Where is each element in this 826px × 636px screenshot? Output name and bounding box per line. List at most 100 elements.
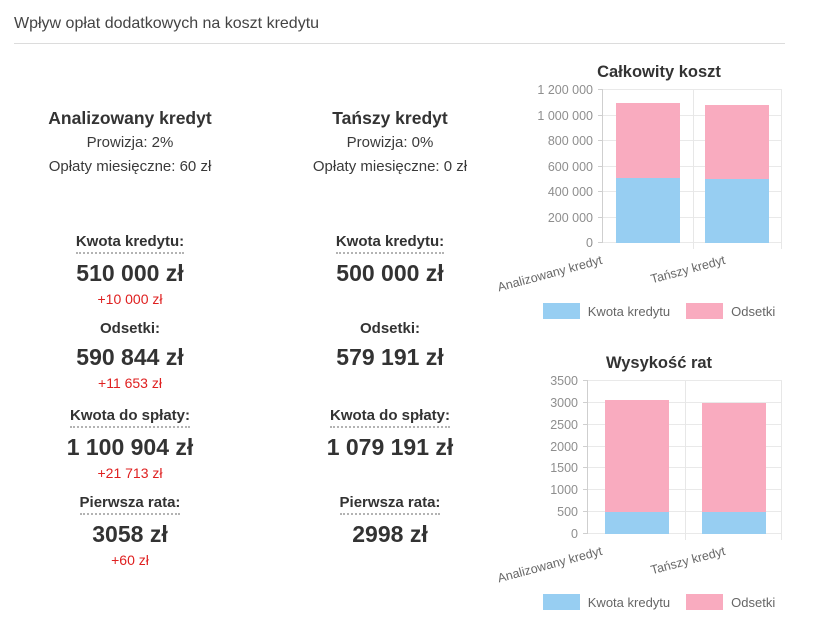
y-tick-label: 400 000 <box>547 185 593 199</box>
y-tick-mark <box>598 89 603 90</box>
y-tick-label: 500 <box>557 505 578 520</box>
y-tick-mark <box>583 401 588 403</box>
stat-value: 2998 zł <box>352 521 428 547</box>
y-tick-label: 3500 <box>550 374 578 388</box>
plot-area <box>583 380 782 540</box>
legend-item-kwota-kredytu: Kwota kredytu <box>542 594 671 610</box>
stat-value: 1 100 904 zł <box>66 434 194 460</box>
stacked-bar-analizowany-kredyt <box>604 381 669 534</box>
stat-pierwsza-rata: Pierwsza rata: 3058 zł +60 zł <box>0 494 260 581</box>
y-tick-label: 0 <box>571 527 578 541</box>
h-gridline <box>603 89 782 90</box>
y-tick-mark <box>598 140 603 141</box>
legend-swatch-odsetki <box>686 594 724 610</box>
stat-diff <box>260 375 520 391</box>
v-gridline <box>685 381 686 540</box>
loan-commission: Prowizja: 2% <box>86 134 174 151</box>
stat-label[interactable]: Pierwsza rata: <box>339 494 441 515</box>
legend-item-kwota-kredytu: Kwota kredytu <box>542 303 671 319</box>
y-tick-label: 1500 <box>550 461 578 476</box>
legend-label: Kwota kredytu <box>587 594 671 610</box>
y-tick-mark <box>583 533 588 534</box>
bar-segment-kwota-kredytu <box>701 512 766 534</box>
y-axis-labels: 0 500 1000 1500 2000 2500 3000 3500 <box>536 374 587 541</box>
y-tick-mark <box>583 445 588 447</box>
y-tick-mark <box>598 191 603 192</box>
y-tick-mark <box>598 114 603 116</box>
stat-label: Odsetki: <box>359 320 420 337</box>
bar-segment-kwota-kredytu <box>604 511 669 534</box>
y-tick-mark <box>583 423 588 425</box>
chart-title: Całkowity koszt <box>597 63 721 81</box>
y-tick-label: 2500 <box>550 417 578 432</box>
y-tick-mark <box>583 380 588 381</box>
stat-label[interactable]: Kwota do spłaty: <box>329 407 450 428</box>
y-tick-mark <box>583 467 588 469</box>
loan-stats: Kwota kredytu: 510 000 zł +10 000 zł Ods… <box>0 233 260 581</box>
y-tick-label: 1 200 000 <box>537 83 593 97</box>
header: Wpływ opłat dodatkowych na koszt kredytu <box>14 0 785 44</box>
stat-label[interactable]: Kwota kredytu: <box>335 233 445 254</box>
legend-label: Kwota kredytu <box>587 303 671 319</box>
stat-label[interactable]: Pierwsza rata: <box>79 494 181 515</box>
page-title: Wpływ opłat dodatkowych na koszt kredytu <box>14 15 320 32</box>
stat-diff: +11 653 zł <box>98 375 162 391</box>
y-tick-label: 2000 <box>550 439 578 454</box>
v-gridline <box>692 90 694 249</box>
legend-item-odsetki: Odsetki <box>686 303 775 319</box>
loan-stats: Kwota kredytu: 500 000 zł Odsetki: 579 1… <box>260 233 520 581</box>
y-tick-label: 800 000 <box>547 134 593 148</box>
loan-commission: Prowizja: 0% <box>346 134 434 151</box>
stat-value: 500 000 zł <box>336 260 444 286</box>
stat-label[interactable]: Kwota do spłaty: <box>69 407 190 428</box>
installments-chart: Wysykość rat 0 500 1000 1500 2000 2500 3000 350… <box>495 353 782 610</box>
loan-monthly-fees: Opłaty miesięczne: 60 zł <box>48 158 212 175</box>
legend-label: Odsetki <box>731 594 776 610</box>
comparison-columns: Analizowany kredyt Prowizja: 2% Opłaty m… <box>0 44 520 581</box>
legend-swatch-kwota-kredytu <box>542 303 580 319</box>
stacked-bar-analizowany-kredyt <box>615 90 680 243</box>
stat-label: Odsetki: <box>99 320 160 337</box>
stat-diff: +60 zł <box>111 552 149 568</box>
loan-monthly-fees: Opłaty miesięczne: 0 zł <box>312 158 468 175</box>
y-tick-mark <box>598 165 603 167</box>
stat-value: 1 079 191 zł <box>326 434 454 460</box>
y-tick-label: 1 000 000 <box>537 108 593 123</box>
h-gridline <box>588 380 782 381</box>
stat-value: 579 191 zł <box>336 344 444 370</box>
legend-swatch-kwota-kredytu <box>542 594 580 610</box>
stat-diff <box>260 465 520 481</box>
analyzed-loan-column: Analizowany kredyt Prowizja: 2% Opłaty m… <box>0 105 260 581</box>
plot-area <box>598 89 782 249</box>
y-tick-mark <box>598 216 603 218</box>
bar-segment-odsetki <box>604 400 669 512</box>
stat-diff: +21 713 zł <box>97 465 163 481</box>
y-tick-mark <box>583 511 588 513</box>
stacked-bar-tańszy-kredyt <box>701 381 766 534</box>
cheaper-loan-column: Tańszy kredyt Prowizja: 0% Opłaty miesię… <box>260 105 520 581</box>
chart-title: Wysykość rat <box>605 354 713 372</box>
y-tick-mark <box>598 242 603 243</box>
v-gridline <box>781 381 782 540</box>
y-tick-label: 3000 <box>550 395 578 410</box>
charts-panel: Całkowity koszt 0 200 000 400 000 600 000 80… <box>495 44 826 636</box>
stat-diff: +10 000 zł <box>97 291 163 307</box>
legend-swatch-odsetki <box>686 303 724 319</box>
chart-body: 0 200 000 400 000 600 000 800 000 1 000 000 1 … <box>536 83 782 250</box>
y-tick-label: 1000 <box>550 483 578 498</box>
chart-body: 0 500 1000 1500 2000 2500 3000 3500 <box>536 374 782 541</box>
y-axis-labels: 0 200 000 400 000 600 000 800 000 1 000 000 1 … <box>536 83 602 250</box>
loan-name: Analizowany kredyt <box>48 108 212 128</box>
stat-value: 3058 zł <box>92 521 168 547</box>
x-axis-labels: Analizowany kredyt Tańszy kredyt <box>495 243 782 294</box>
stat-label[interactable]: Kwota kredytu: <box>75 233 185 254</box>
stat-kwota-kredytu: Kwota kredytu: 510 000 zł +10 000 zł <box>0 233 260 320</box>
loan-name: Tańszy kredyt <box>332 108 448 128</box>
y-tick-label: 0 <box>586 236 593 250</box>
v-gridline <box>781 90 782 249</box>
bar-segment-kwota-kredytu <box>615 177 680 243</box>
stat-odsetki: Odsetki: 579 191 zł <box>260 320 520 407</box>
stat-kwota-do-splaty: Kwota do spłaty: 1 079 191 zł <box>260 407 520 494</box>
total-cost-chart: Całkowity koszt 0 200 000 400 000 600 000 80… <box>495 62 782 319</box>
